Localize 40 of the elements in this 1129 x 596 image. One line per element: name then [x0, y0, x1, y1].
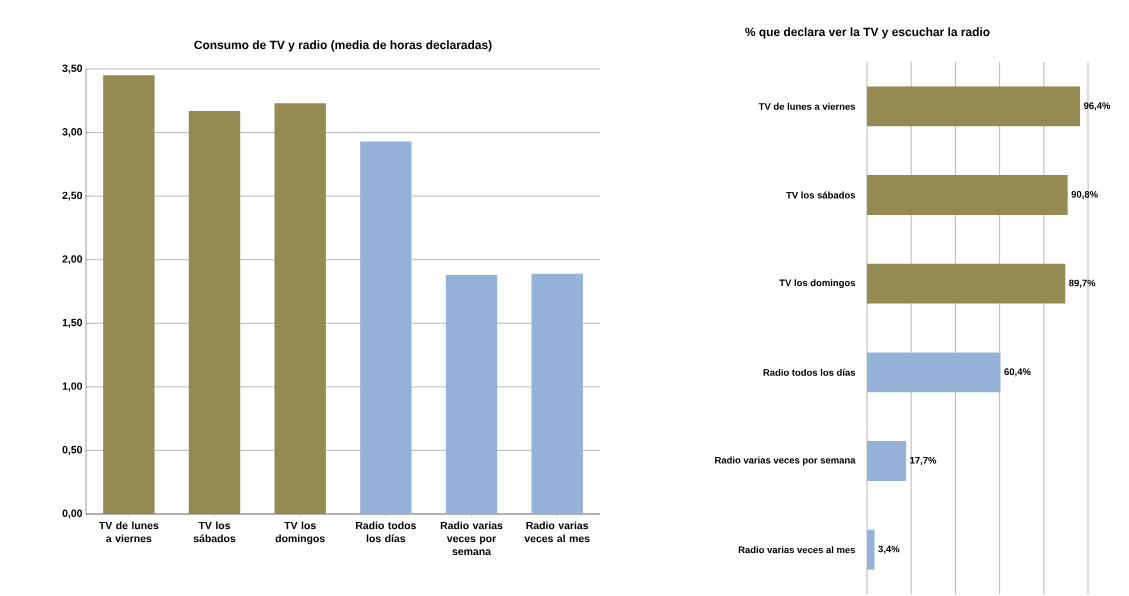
- data-label: 17,7%: [910, 456, 937, 466]
- data-label: 3,4%: [878, 545, 900, 554]
- y-tick-label: 2,00: [62, 255, 83, 265]
- y-tick-label: 3,50: [62, 64, 83, 74]
- bar: [188, 110, 241, 514]
- data-label: 60,4%: [1004, 368, 1031, 377]
- y-tick-label: TV de lunes a viernes: [758, 102, 856, 110]
- bar: [360, 141, 412, 514]
- bar: [103, 75, 155, 514]
- y-tick-label: Radio todos los días: [763, 368, 856, 376]
- x-tick-label: TV los domingos: [275, 521, 325, 545]
- bar: [531, 273, 583, 514]
- bar: [445, 274, 498, 514]
- chart-title: % que declara ver la TV y escuchar la radio: [745, 27, 990, 39]
- chart-title: Consumo de TV y radio (media de horas declaradas): [194, 40, 492, 52]
- y-tick-label: TV los domingos: [779, 279, 856, 289]
- x-tick-label: TV de lunes a viernes: [99, 521, 159, 543]
- x-tick-label: Radio varias veces por semana: [440, 521, 503, 556]
- y-tick-label: 1,00: [62, 382, 83, 392]
- bar: [867, 263, 1066, 304]
- data-label: 96,4%: [1083, 102, 1111, 111]
- data-label: 90,8%: [1071, 190, 1098, 200]
- y-tick-label: 3,00: [62, 128, 83, 138]
- x-tick-label: Radio varias veces al mes: [524, 521, 590, 543]
- bar: [867, 352, 1001, 393]
- y-tick-label: Radio varias veces al mes: [738, 546, 856, 554]
- x-tick-label: Radio todos los días: [356, 521, 416, 543]
- y-tick-label: 1,50: [62, 318, 83, 328]
- y-tick-label: Radio varias veces por semana: [715, 456, 856, 466]
- y-tick-label: 0,00: [62, 509, 83, 519]
- bar: [867, 441, 907, 481]
- y-tick-label: TV los sábados: [786, 191, 856, 199]
- y-tick-label: 2,50: [62, 191, 83, 201]
- y-tick-label: 0,50: [62, 445, 83, 455]
- bar: [867, 529, 875, 570]
- bar: [867, 175, 1068, 215]
- bar: [274, 103, 326, 514]
- bar: [867, 86, 1081, 127]
- data-label: 89,7%: [1069, 279, 1096, 288]
- x-tick-label: TV los sábados: [193, 521, 236, 543]
